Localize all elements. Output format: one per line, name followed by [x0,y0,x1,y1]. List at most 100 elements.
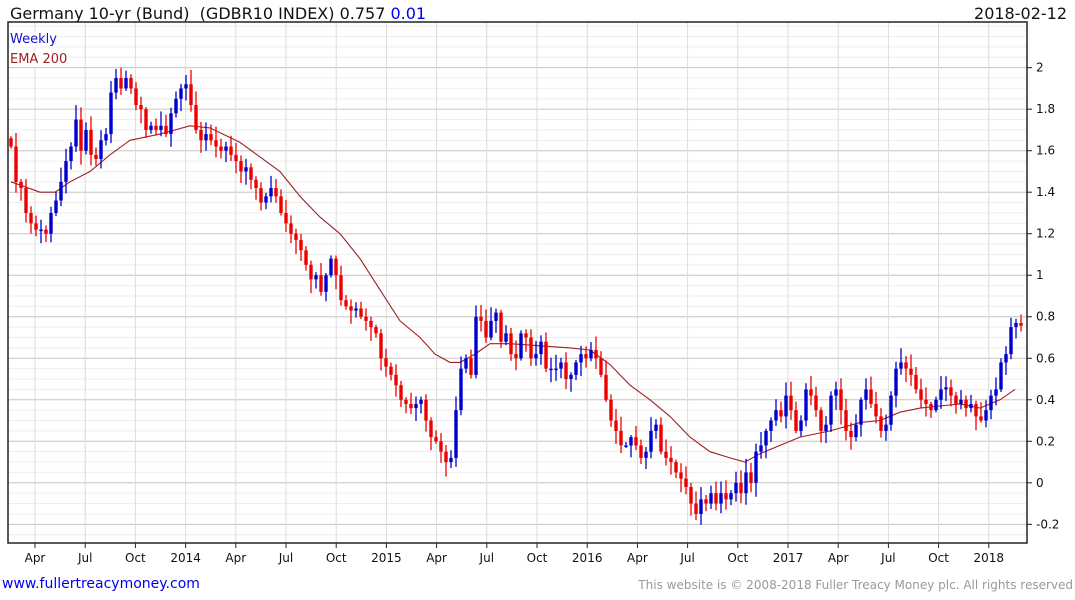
candle-down [979,416,983,421]
candle-down [679,472,683,479]
candle-up [574,362,578,375]
candle-down [294,233,298,240]
candle-up [184,84,188,89]
candle-down [484,320,488,338]
grid [8,22,1027,543]
candle-down [229,146,233,155]
candle-up [999,362,1003,390]
y-tick-label: 1.4 [1036,185,1055,199]
candle-down [619,430,623,446]
candle-down [909,368,913,375]
candle-down [249,167,253,180]
candle-down [194,105,198,130]
candle-up [854,424,858,438]
candle-up [1009,327,1013,355]
candle-up [969,403,973,409]
candle-up [494,312,498,321]
candle-up [109,92,113,135]
candle-down [379,333,383,359]
candle-up [889,395,893,425]
candle-up [64,161,68,182]
candle-up [489,320,493,338]
candle-down [544,341,548,369]
candle-down [29,212,33,224]
candle-down [954,395,958,404]
candle-up [569,374,573,380]
candle-down [509,333,513,355]
y-axis: -0.2 0 0.2 0.4 0.6 0.8 1 1.2 1.4 1.6 1.8 2 [1027,61,1059,531]
candle-down [749,472,753,483]
candle-down [144,109,148,130]
candle-down [259,188,263,203]
candle-up [169,113,173,135]
x-tick-label: Oct [326,551,347,565]
candle-down [929,403,933,411]
candle-up [774,410,778,421]
candle-up [944,387,948,390]
candle-down [409,403,413,409]
candle-up [834,389,838,396]
x-tick-label: Jul [278,551,293,565]
candles [9,67,1023,525]
candle-down [604,374,608,400]
candle-up [934,399,938,411]
candle-up [764,430,768,446]
candle-down [874,403,878,417]
candle-up [804,389,808,421]
candle-up [589,349,593,359]
y-tick-label: 0.6 [1036,351,1055,365]
candle-down [404,399,408,404]
candle-down [94,154,98,159]
x-axis: Apr Jul Oct 2014 Apr Jul Oct 2015 Apr Jul Oct 2016 A… [25,543,1004,565]
candle-up [554,368,558,371]
candle-up [769,420,773,431]
candle-down [274,188,278,197]
candle-down [24,188,28,213]
candle-down [234,154,238,162]
title-text: Germany 10-yr (Bund) (GDBR10 INDEX) 0.75… [10,4,386,23]
candle-down [469,358,473,375]
candle-down [389,366,393,375]
y-tick-label: 1.2 [1036,227,1055,241]
candle-up [354,308,358,311]
candle-up [994,389,998,396]
candle-down [34,223,38,230]
x-tick-label: 2014 [170,551,201,565]
y-tick-label: 0.4 [1036,393,1055,407]
candle-down [429,420,433,438]
candle-up [989,395,993,411]
candle-up [579,354,583,363]
legend-ema: EMA 200 [10,52,68,67]
candle-down [364,316,368,321]
candle-up [559,362,563,369]
candle-up [124,78,128,89]
x-tick-label: Jul [880,551,895,565]
candle-up [464,358,468,369]
candle-down [814,395,818,411]
candle-down [584,354,588,359]
candle-down [209,134,213,141]
candle-up [39,229,43,232]
candle-up [179,88,183,99]
candle-up [114,78,118,93]
candle-up [859,399,863,425]
x-tick-label: Apr [426,551,447,565]
candle-up [759,445,763,452]
candle-down [154,125,158,130]
website-link[interactable]: www.fullertreacymoney.com [2,576,200,592]
candle-up [829,395,833,425]
candle-down [664,451,668,458]
candle-down [714,493,718,504]
candle-down [304,250,308,265]
candle-down [684,478,688,487]
candle-down [219,146,223,151]
y-tick-label: 0 [1036,476,1044,490]
candle-up [474,316,478,375]
candle-up [54,200,58,213]
plot-frame [7,21,1028,544]
candle-down [794,410,798,431]
candle-down [374,327,378,334]
x-tick-label: Oct [125,551,146,565]
candle-down [309,264,313,280]
x-tick-label: Jul [77,551,92,565]
